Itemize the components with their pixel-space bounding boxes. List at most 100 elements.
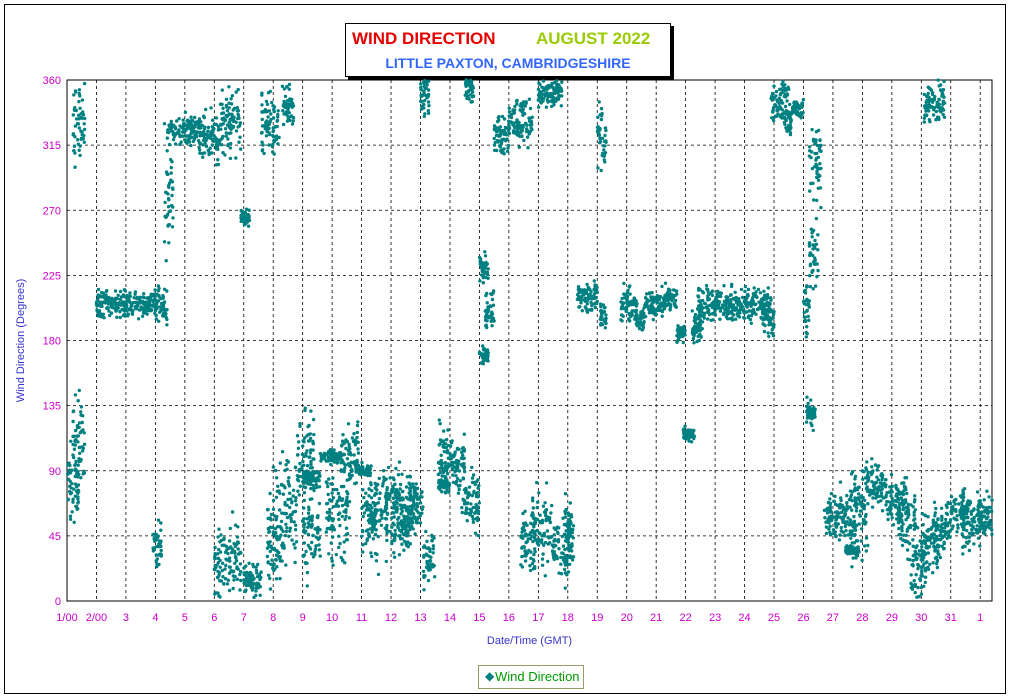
data-point [845,504,849,508]
data-point [347,500,352,504]
data-point [437,418,441,422]
data-point [79,136,84,141]
data-point [456,484,461,488]
data-point [232,578,236,582]
y-tick-label: 315 [43,140,61,152]
data-point [328,507,332,512]
data-point [291,104,296,108]
data-point [145,305,150,309]
data-point [177,117,181,121]
data-point [528,533,532,537]
data-point [544,513,548,518]
data-point [224,563,228,568]
data-point [800,111,805,115]
data-point [858,514,862,518]
data-point [361,488,365,492]
x-tick-label: 7 [241,612,247,624]
data-point [878,494,882,498]
data-point [264,99,269,104]
data-point [71,419,75,424]
data-point [359,469,364,473]
data-point [82,81,87,86]
data-point [239,551,243,555]
data-point [756,287,761,292]
data-point [804,335,808,339]
data-point [828,508,832,512]
data-point [501,151,505,155]
data-point [163,200,167,205]
data-point [506,146,510,150]
data-point [236,109,241,113]
data-point [72,93,76,97]
data-point [864,536,869,540]
data-point [828,518,832,522]
y-tick-label: 45 [49,531,61,543]
data-point [809,155,813,160]
data-point [212,127,216,131]
data-point [227,85,231,89]
data-point [96,293,100,297]
data-point [162,311,166,316]
x-tick-label: 2/00 [86,612,107,624]
data-point [361,543,365,547]
data-point [415,518,419,522]
data-point [233,544,237,549]
data-point [371,537,375,541]
data-point [237,140,241,144]
data-point [862,518,866,522]
data-point [329,526,333,530]
data-point [311,439,315,443]
data-point [769,296,773,300]
data-point [267,126,271,131]
data-point [583,296,588,300]
data-point [268,132,272,137]
data-point [650,291,654,295]
data-point [133,304,137,309]
x-tick-label: 28 [856,612,868,624]
data-point [851,556,855,560]
data-point [78,451,82,455]
data-point [597,133,602,138]
data-point [236,541,241,545]
data-point [336,504,341,508]
data-point [79,112,83,116]
data-point [651,317,655,322]
data-point [544,105,549,109]
data-point [428,549,432,554]
data-point [266,561,270,565]
data-point [268,587,273,591]
data-point [854,539,859,543]
data-point [154,313,158,318]
data-point [494,130,499,134]
data-point [536,500,540,504]
data-point [660,309,665,313]
data-point [521,511,525,516]
data-point [469,510,473,514]
data-point [490,297,495,302]
data-point [689,440,694,444]
data-point [770,94,774,99]
data-point [478,279,482,283]
data-point [159,548,163,553]
data-point [839,496,843,500]
data-point [290,538,294,542]
data-point [764,293,768,297]
data-point [533,550,537,554]
data-point [178,134,182,139]
data-point [171,187,175,191]
data-point [271,116,276,120]
data-point [155,306,159,311]
data-point [860,558,864,562]
data-point [811,428,815,433]
data-point [183,138,187,142]
data-point [302,517,306,521]
data-point [256,562,260,567]
data-point [317,536,322,540]
data-point [302,529,306,533]
data-point [668,308,672,312]
data-point [163,287,167,291]
data-point [79,429,84,433]
data-point [397,493,402,497]
data-point [81,414,85,418]
data-point [73,494,78,498]
